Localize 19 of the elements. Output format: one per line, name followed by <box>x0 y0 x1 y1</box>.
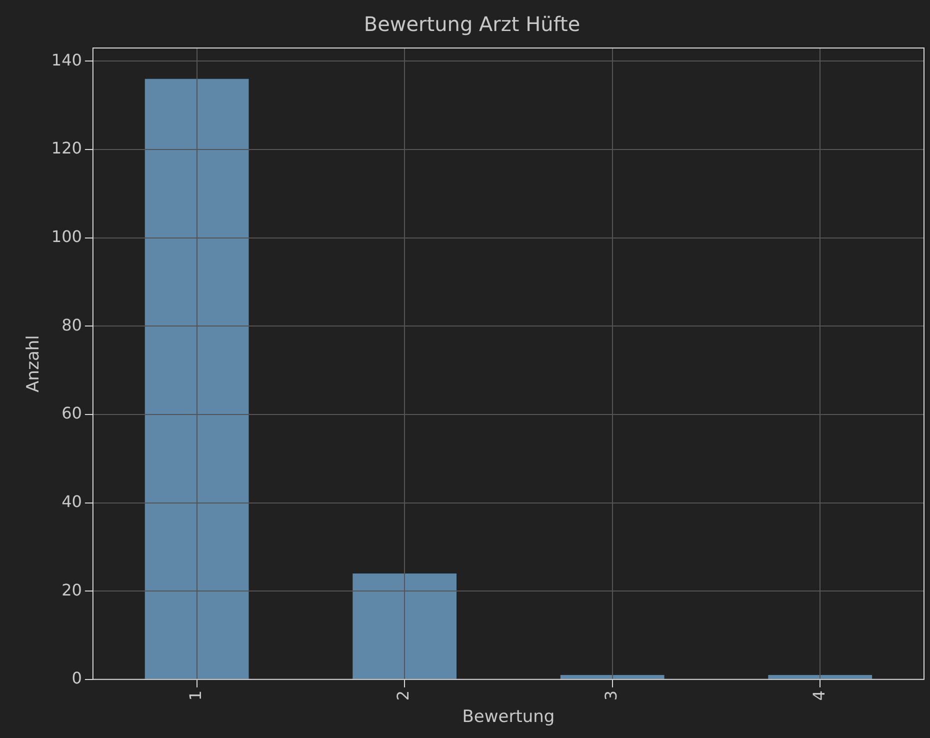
bar <box>768 675 872 679</box>
x-tick-label: 1 <box>186 690 205 701</box>
y-tick-label: 60 <box>62 404 82 423</box>
y-tick-label: 80 <box>62 315 82 334</box>
bar <box>352 573 457 679</box>
x-tick-label: 4 <box>809 690 828 701</box>
bar <box>144 78 249 679</box>
y-tick-label: 120 <box>51 138 82 158</box>
x-axis-title: Bewertung <box>462 707 555 728</box>
y-tick-label: 140 <box>51 50 82 70</box>
chart-title: Bewertung Arzt Hüfte <box>364 12 580 36</box>
bar <box>560 675 664 679</box>
y-tick-label: 100 <box>51 227 82 246</box>
x-tick-label: 2 <box>394 690 413 701</box>
y-tick-label: 40 <box>62 492 82 511</box>
y-tick-label: 0 <box>72 668 82 688</box>
y-axis-title: Anzahl <box>24 335 44 392</box>
y-tick-label: 20 <box>62 580 82 600</box>
x-tick-label: 3 <box>602 690 621 701</box>
